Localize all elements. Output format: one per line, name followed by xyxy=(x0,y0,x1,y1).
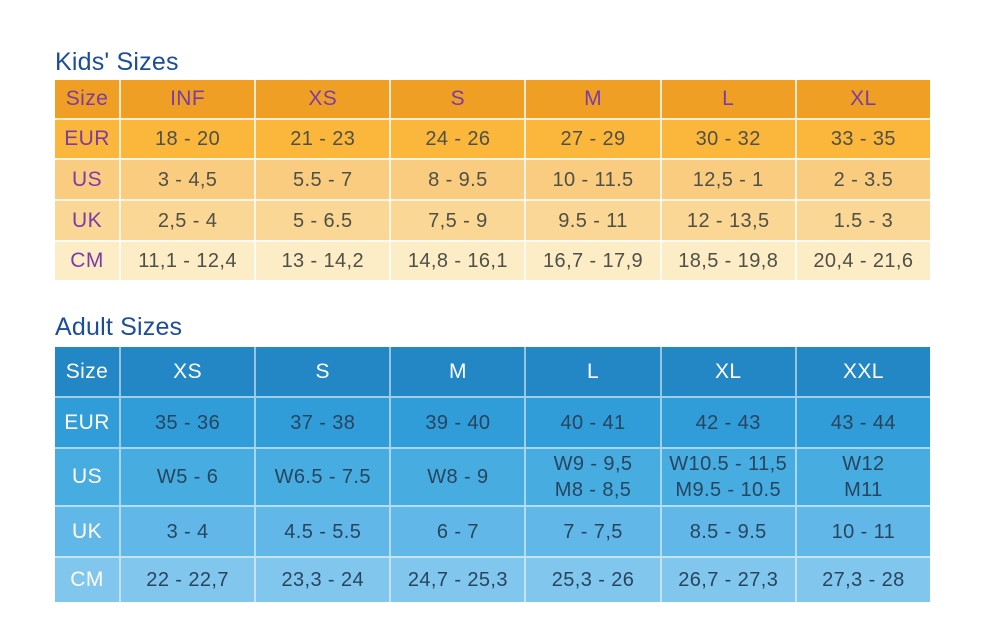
column-header-s: S xyxy=(389,80,525,118)
size-cell: 14,8 - 16,1 xyxy=(389,240,525,280)
size-cell: 24 - 26 xyxy=(389,118,525,158)
column-header-xl: XL xyxy=(794,80,930,118)
kids-sizes-table: Size INF XS S M L XL EUR 18 - 20 21 - 23… xyxy=(55,80,930,280)
column-header-l: L xyxy=(659,80,795,118)
column-header-inf: INF xyxy=(119,80,255,118)
size-cell: 7 - 7,5 xyxy=(524,505,660,556)
column-header-m: M xyxy=(524,80,660,118)
size-cell: 27,3 - 28 xyxy=(794,556,930,602)
adult-cm-row: CM 22 - 22,7 23,3 - 24 24,7 - 25,3 25,3 … xyxy=(55,556,930,602)
size-cell: 22 - 22,7 xyxy=(119,556,255,602)
column-header-xxl: XXL xyxy=(794,347,930,396)
row-label-cm: CM xyxy=(55,556,119,602)
adult-sizes-title: Adult Sizes xyxy=(55,313,183,341)
size-cell: 12,5 - 1 xyxy=(659,158,795,199)
row-label-eur: EUR xyxy=(55,396,119,447)
column-header-size: Size xyxy=(55,347,119,396)
size-cell: 43 - 44 xyxy=(794,396,930,447)
size-cell: 42 - 43 xyxy=(659,396,795,447)
row-label-uk: UK xyxy=(55,199,119,240)
size-cell: 35 - 36 xyxy=(119,396,255,447)
size-cell: 2,5 - 4 xyxy=(119,199,255,240)
row-label-us: US xyxy=(55,158,119,199)
column-header-l: L xyxy=(524,347,660,396)
size-cell: 40 - 41 xyxy=(524,396,660,447)
size-cell: 11,1 - 12,4 xyxy=(119,240,255,280)
size-cell: 18 - 20 xyxy=(119,118,255,158)
column-header-xs: XS xyxy=(254,80,390,118)
column-header-m: M xyxy=(389,347,525,396)
size-cell: 25,3 - 26 xyxy=(524,556,660,602)
adult-header-row: Size XS S M L XL XXL xyxy=(55,347,930,396)
size-cell: 2 - 3.5 xyxy=(794,158,930,199)
adult-eur-row: EUR 35 - 36 37 - 38 39 - 40 40 - 41 42 -… xyxy=(55,396,930,447)
size-cell: W12 M11 xyxy=(794,447,930,505)
size-cell: 37 - 38 xyxy=(254,396,390,447)
size-cell: 30 - 32 xyxy=(659,118,795,158)
adult-us-row: US W5 - 6 W6.5 - 7.5 W8 - 9 W9 - 9,5 M8 … xyxy=(55,447,930,505)
kids-header-row: Size INF XS S M L XL xyxy=(55,80,930,118)
kids-us-row: US 3 - 4,5 5.5 - 7 8 - 9.5 10 - 11.5 12,… xyxy=(55,158,930,199)
size-cell: 13 - 14,2 xyxy=(254,240,390,280)
row-label-us: US xyxy=(55,447,119,505)
kids-eur-row: EUR 18 - 20 21 - 23 24 - 26 27 - 29 30 -… xyxy=(55,118,930,158)
kids-uk-row: UK 2,5 - 4 5 - 6.5 7,5 - 9 9.5 - 11 12 -… xyxy=(55,199,930,240)
size-cell: 5.5 - 7 xyxy=(254,158,390,199)
size-cell: 10 - 11.5 xyxy=(524,158,660,199)
size-cell: 10 - 11 xyxy=(794,505,930,556)
size-cell: 4.5 - 5.5 xyxy=(254,505,390,556)
size-cell: 16,7 - 17,9 xyxy=(524,240,660,280)
size-cell: 21 - 23 xyxy=(254,118,390,158)
column-header-size: Size xyxy=(55,80,119,118)
size-cell: 27 - 29 xyxy=(524,118,660,158)
size-cell: 3 - 4,5 xyxy=(119,158,255,199)
size-cell: 6 - 7 xyxy=(389,505,525,556)
adult-sizes-table: Size XS S M L XL XXL EUR 35 - 36 37 - 38… xyxy=(55,347,930,602)
size-cell: 12 - 13,5 xyxy=(659,199,795,240)
size-cell: 20,4 - 21,6 xyxy=(794,240,930,280)
column-header-s: S xyxy=(254,347,390,396)
size-cell: W10.5 - 11,5 M9.5 - 10.5 xyxy=(659,447,795,505)
size-cell: 9.5 - 11 xyxy=(524,199,660,240)
size-cell: W5 - 6 xyxy=(119,447,255,505)
size-cell: 1.5 - 3 xyxy=(794,199,930,240)
size-cell: 26,7 - 27,3 xyxy=(659,556,795,602)
row-label-uk: UK xyxy=(55,505,119,556)
size-cell: 24,7 - 25,3 xyxy=(389,556,525,602)
kids-sizes-title: Kids' Sizes xyxy=(55,48,179,76)
size-cell: 23,3 - 24 xyxy=(254,556,390,602)
size-cell: 3 - 4 xyxy=(119,505,255,556)
row-label-cm: CM xyxy=(55,240,119,280)
size-cell: 18,5 - 19,8 xyxy=(659,240,795,280)
kids-cm-row: CM 11,1 - 12,4 13 - 14,2 14,8 - 16,1 16,… xyxy=(55,240,930,280)
size-cell: W9 - 9,5 M8 - 8,5 xyxy=(524,447,660,505)
size-cell: 39 - 40 xyxy=(389,396,525,447)
adult-uk-row: UK 3 - 4 4.5 - 5.5 6 - 7 7 - 7,5 8.5 - 9… xyxy=(55,505,930,556)
size-cell: W8 - 9 xyxy=(389,447,525,505)
column-header-xl: XL xyxy=(659,347,795,396)
size-cell: 7,5 - 9 xyxy=(389,199,525,240)
size-cell: W6.5 - 7.5 xyxy=(254,447,390,505)
row-label-eur: EUR xyxy=(55,118,119,158)
size-cell: 8 - 9.5 xyxy=(389,158,525,199)
size-cell: 5 - 6.5 xyxy=(254,199,390,240)
size-cell: 33 - 35 xyxy=(794,118,930,158)
column-header-xs: XS xyxy=(119,347,255,396)
size-cell: 8.5 - 9.5 xyxy=(659,505,795,556)
